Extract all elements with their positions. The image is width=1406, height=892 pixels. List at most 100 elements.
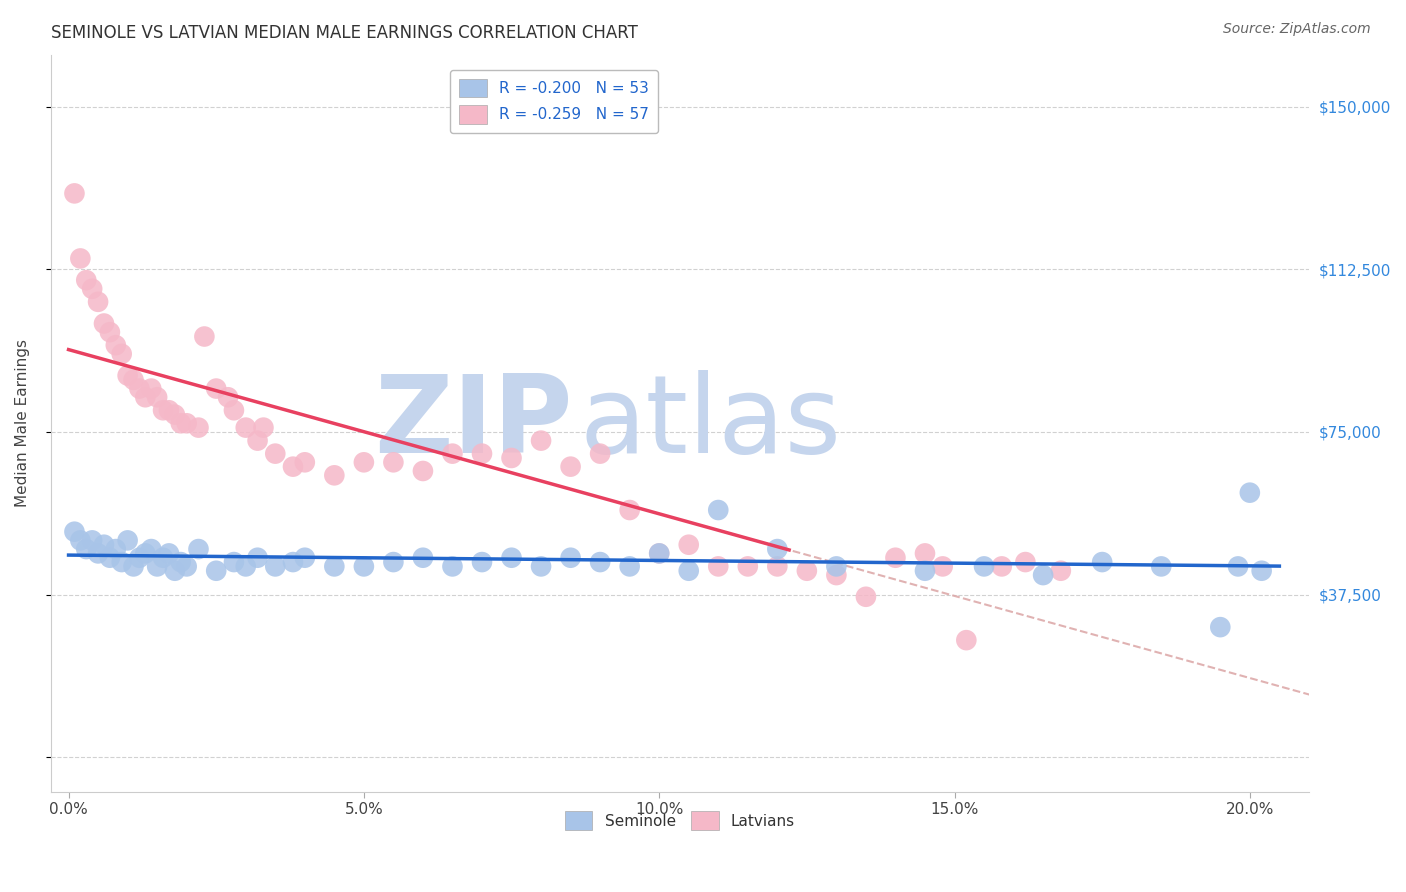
Point (678, 538, 700, 552)
Point (163, 408, 186, 422)
Point (69, 252, 91, 266)
Point (122, 373, 145, 387)
Point (217, 390, 239, 404)
Point (382, 455, 405, 469)
Point (69, 533, 91, 548)
Point (98, 550, 121, 565)
Point (104, 542, 127, 557)
Point (87, 294, 110, 309)
Point (766, 559, 789, 574)
Point (128, 382, 150, 396)
Point (170, 417, 193, 431)
Point (222, 403, 245, 417)
Point (1209, 620, 1232, 634)
Point (235, 559, 257, 574)
Point (141, 542, 163, 557)
Point (117, 533, 139, 548)
Point (176, 417, 198, 431)
Point (157, 546, 180, 560)
Point (855, 590, 877, 604)
Point (412, 550, 434, 565)
Point (1014, 555, 1036, 569)
Point (530, 559, 553, 574)
Point (63, 186, 86, 201)
Point (1091, 555, 1114, 569)
Point (914, 564, 936, 578)
Point (98, 325, 121, 339)
Point (530, 434, 553, 448)
Point (931, 559, 953, 574)
Point (382, 555, 405, 569)
Point (1050, 564, 1073, 578)
Point (246, 550, 269, 565)
Point (281, 555, 304, 569)
Point (87, 546, 110, 560)
Point (222, 555, 245, 569)
Point (163, 564, 186, 578)
Point (441, 447, 464, 461)
Text: Source: ZipAtlas.com: Source: ZipAtlas.com (1223, 22, 1371, 37)
Point (134, 390, 156, 404)
Point (82, 282, 104, 296)
Point (294, 550, 316, 565)
Point (648, 546, 671, 560)
Point (146, 559, 169, 574)
Point (134, 546, 156, 560)
Point (707, 559, 730, 574)
Point (264, 447, 287, 461)
Legend: Seminole, Latvians: Seminole, Latvians (558, 805, 801, 836)
Point (560, 550, 582, 565)
Point (252, 420, 274, 434)
Point (264, 559, 287, 574)
Point (973, 559, 995, 574)
Text: atlas: atlas (579, 370, 841, 476)
Point (914, 546, 936, 560)
Point (1150, 559, 1173, 574)
Point (323, 559, 346, 574)
Text: SEMINOLE VS LATVIAN MEDIAN MALE EARNINGS CORRELATION CHART: SEMINOLE VS LATVIAN MEDIAN MALE EARNINGS… (51, 24, 638, 42)
Point (75, 273, 97, 287)
Point (111, 347, 134, 361)
Text: ZIP: ZIP (374, 370, 572, 476)
Point (93, 317, 115, 331)
Point (157, 403, 180, 417)
Point (884, 550, 907, 565)
Point (353, 455, 375, 469)
Point (619, 559, 641, 574)
Point (955, 633, 977, 648)
Point (246, 434, 269, 448)
Point (707, 503, 730, 517)
Point (825, 559, 848, 574)
Point (152, 403, 174, 417)
Point (75, 542, 97, 557)
Point (146, 390, 169, 404)
Point (170, 555, 193, 569)
Point (294, 455, 316, 469)
Point (128, 550, 150, 565)
Point (187, 420, 209, 434)
Point (104, 338, 127, 352)
Point (111, 555, 134, 569)
Point (501, 550, 523, 565)
Point (990, 559, 1012, 574)
Point (648, 546, 671, 560)
Point (1032, 568, 1054, 582)
Point (825, 568, 848, 582)
Point (412, 464, 434, 478)
Point (117, 368, 139, 383)
Point (501, 450, 523, 465)
Point (235, 420, 257, 434)
Point (176, 559, 198, 574)
Point (82, 533, 104, 548)
Point (589, 447, 612, 461)
Point (796, 564, 818, 578)
Point (93, 538, 115, 552)
Point (205, 382, 228, 396)
Point (471, 447, 494, 461)
Point (766, 542, 789, 557)
Point (678, 564, 700, 578)
Point (589, 555, 612, 569)
Point (737, 559, 759, 574)
Point (281, 459, 304, 474)
Point (471, 555, 494, 569)
